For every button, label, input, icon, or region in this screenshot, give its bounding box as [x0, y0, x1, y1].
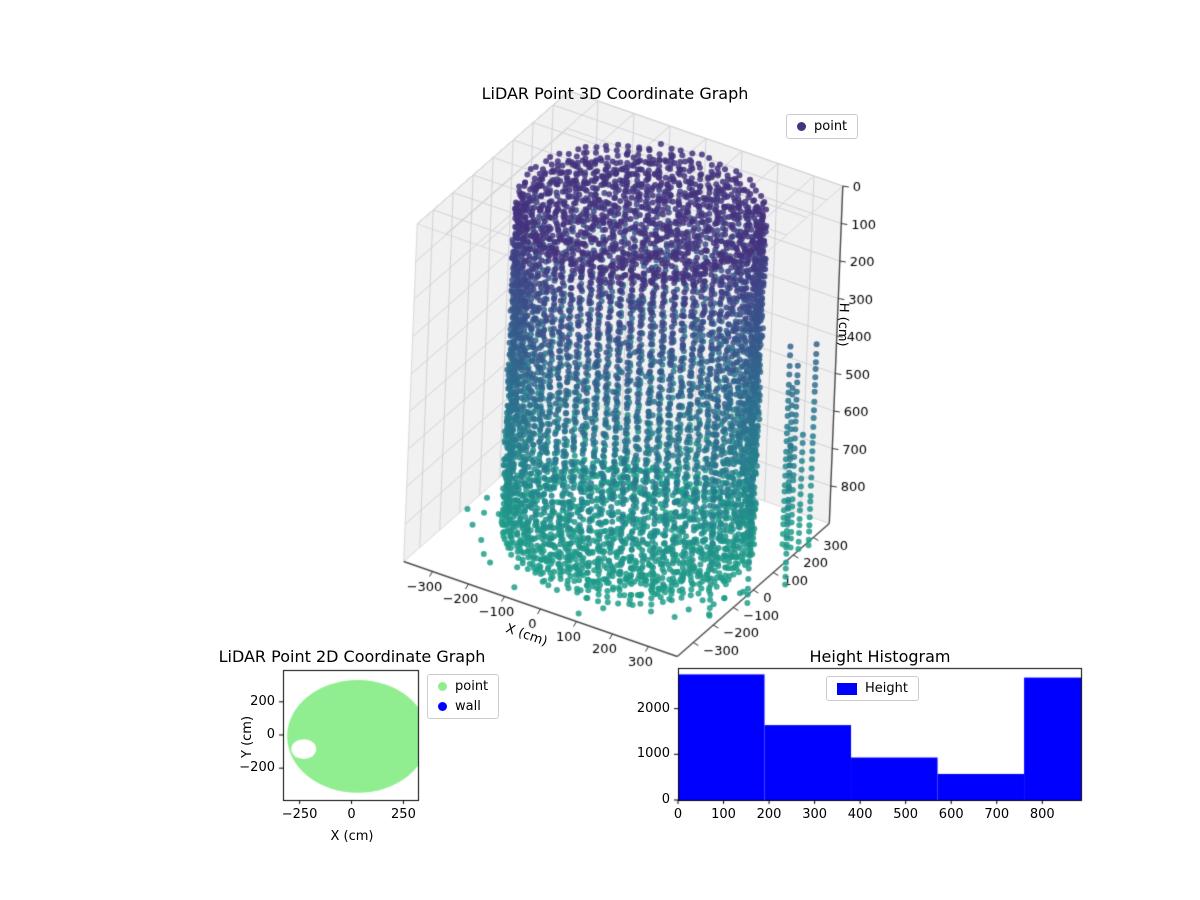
- wall-marker-icon: [438, 702, 447, 711]
- tick-label: −200: [239, 760, 275, 776]
- tick-label: 800: [1029, 807, 1055, 822]
- tick-label: 600: [938, 807, 964, 822]
- scatter2d-xaxis-label: X (cm): [330, 829, 374, 844]
- tick-label: 300: [802, 807, 828, 822]
- tick-label: 200: [250, 693, 275, 709]
- tick-label: 700: [984, 807, 1010, 822]
- legend-label: point: [814, 119, 848, 134]
- point-marker-icon: [438, 682, 447, 691]
- scatter3d-title: LiDAR Point 3D Coordinate Graph: [481, 84, 749, 103]
- scatter3d-zaxis-label: H (cm): [834, 302, 851, 347]
- scatter2d-legend: point wall: [427, 674, 500, 719]
- height-bar-swatch-icon: [837, 682, 857, 695]
- legend-entry-point: point: [797, 119, 847, 134]
- tick-label: 250: [391, 807, 416, 822]
- legend-label: Height: [865, 681, 908, 696]
- tick-label: 400: [847, 807, 873, 822]
- tick-label: 500: [893, 807, 919, 822]
- tick-label: 1000: [636, 746, 670, 762]
- tick-label: 0: [266, 727, 275, 742]
- histogram-legend: Height: [826, 676, 919, 701]
- tick-label: 2000: [636, 700, 670, 716]
- histogram-title: Height Histogram: [809, 647, 951, 666]
- legend-entry-wall: wall: [438, 699, 488, 714]
- legend-label: point: [455, 679, 489, 694]
- tick-label: 0: [661, 792, 670, 807]
- scatter3d-legend: point: [786, 114, 859, 139]
- point-marker-icon: [797, 122, 806, 131]
- legend-label: wall: [455, 699, 481, 714]
- tick-label: 200: [756, 807, 782, 822]
- tick-label: 0: [347, 807, 356, 822]
- legend-entry-height: Height: [837, 681, 908, 696]
- tick-label: −250: [281, 807, 318, 822]
- tick-label: 0: [673, 807, 683, 822]
- scatter2d-title: LiDAR Point 2D Coordinate Graph: [218, 647, 486, 666]
- tick-label: 100: [711, 807, 736, 822]
- legend-entry-point: point: [438, 679, 488, 694]
